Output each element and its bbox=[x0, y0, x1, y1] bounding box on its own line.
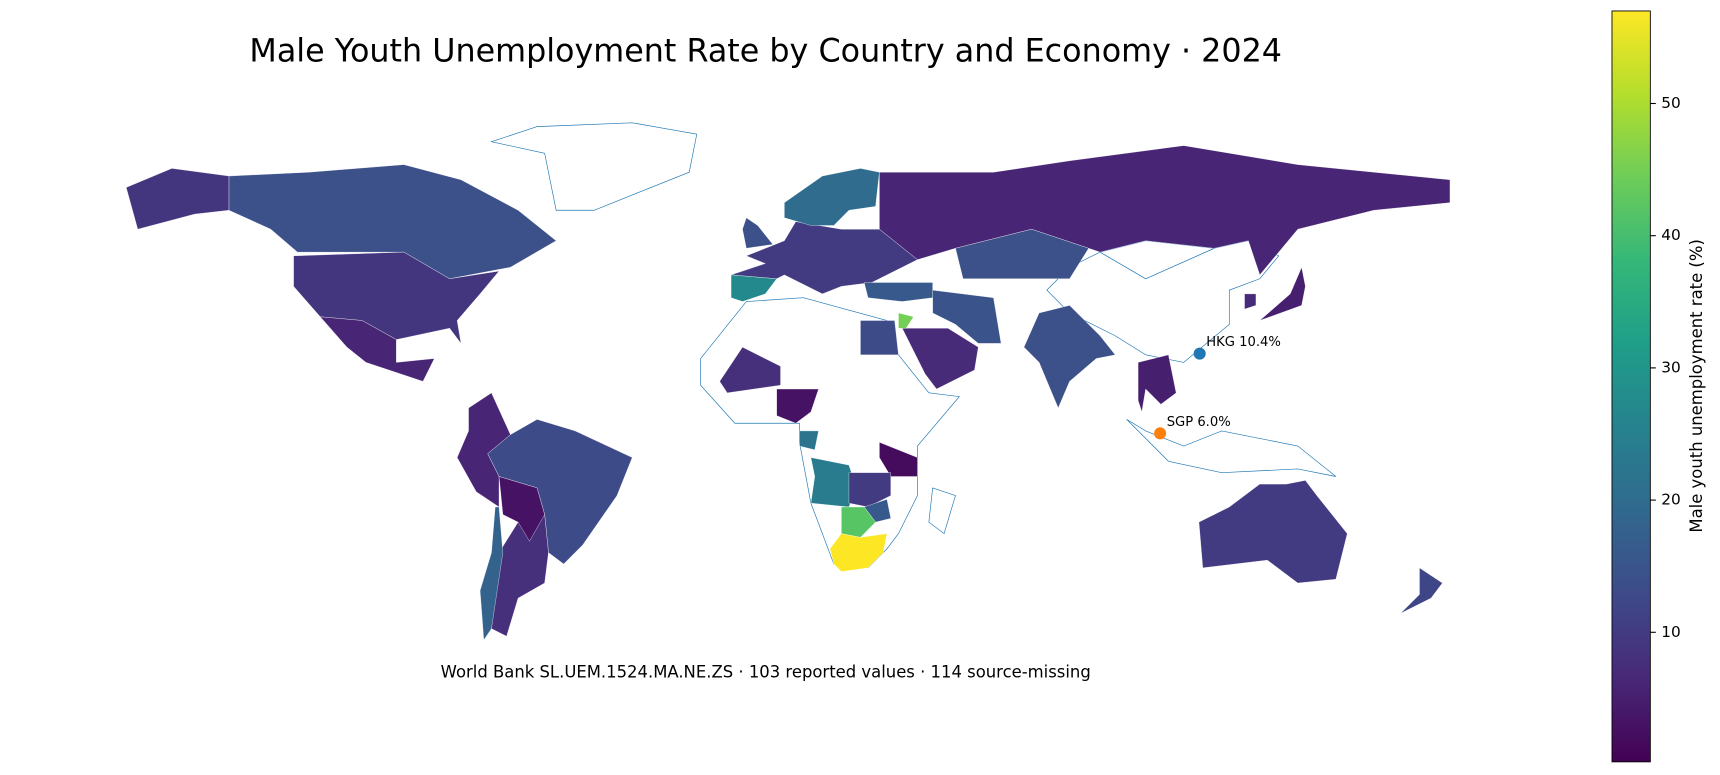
region bbox=[228, 164, 557, 279]
region bbox=[742, 217, 774, 249]
region bbox=[1198, 480, 1348, 584]
region bbox=[863, 282, 933, 302]
no-data-region bbox=[490, 122, 698, 211]
region bbox=[898, 312, 914, 329]
region bbox=[1259, 266, 1306, 321]
region bbox=[848, 472, 891, 508]
region bbox=[730, 274, 778, 302]
region bbox=[776, 388, 819, 424]
region bbox=[932, 289, 1002, 344]
region bbox=[479, 506, 504, 641]
point-label: HKG 10.4% bbox=[1206, 335, 1281, 350]
region bbox=[784, 168, 880, 226]
region bbox=[799, 430, 819, 451]
no-data-regions bbox=[490, 122, 1337, 569]
region bbox=[955, 229, 1089, 279]
region bbox=[498, 476, 545, 542]
region bbox=[1244, 293, 1257, 310]
region bbox=[1137, 354, 1177, 412]
colorbar-label: Male youth unemployment rate (%) bbox=[1687, 239, 1706, 532]
region bbox=[456, 392, 511, 508]
source-note: World Bank SL.UEM.1524.MA.NE.ZS · 103 re… bbox=[441, 663, 1091, 682]
no-data-region bbox=[1126, 419, 1337, 477]
region bbox=[829, 533, 888, 572]
colorbar-tick-label: 50 bbox=[1661, 94, 1681, 112]
colorbar: 10 20 30 40 50 bbox=[1611, 10, 1681, 763]
chart-title: Male Youth Unemployment Rate by Country … bbox=[249, 34, 1282, 70]
colorbar-fill bbox=[1611, 10, 1651, 763]
colorbar-tick-label: 40 bbox=[1661, 226, 1681, 244]
region bbox=[126, 168, 230, 230]
region bbox=[1023, 305, 1116, 409]
no-data-region bbox=[928, 487, 956, 535]
colorbar-tick-label: 10 bbox=[1661, 623, 1681, 641]
point-label: SGP 6.0% bbox=[1167, 415, 1231, 430]
colorbar-tick-label: 20 bbox=[1661, 491, 1681, 509]
point-marker bbox=[1154, 427, 1167, 440]
region bbox=[841, 506, 876, 538]
region bbox=[860, 320, 899, 355]
region bbox=[1400, 567, 1443, 614]
regions bbox=[126, 145, 1451, 641]
region bbox=[719, 346, 781, 394]
region bbox=[319, 316, 435, 382]
point-marker bbox=[1193, 347, 1206, 360]
region bbox=[731, 221, 918, 295]
region bbox=[879, 442, 918, 477]
region bbox=[901, 328, 979, 390]
colorbar-tick-label: 30 bbox=[1661, 358, 1681, 376]
